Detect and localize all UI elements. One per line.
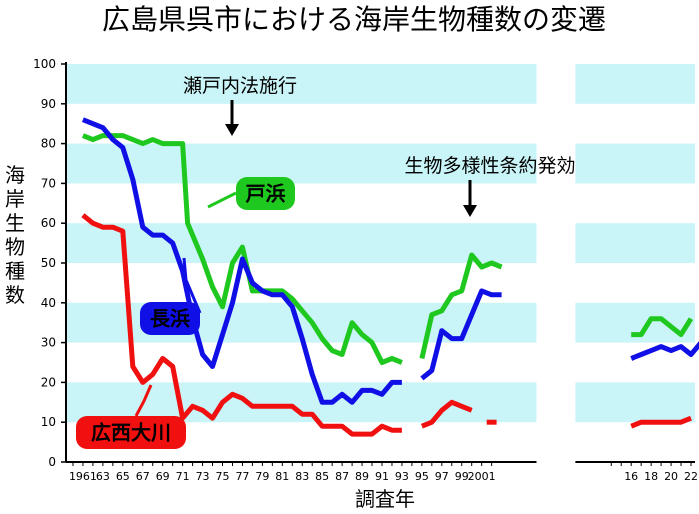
x-tick-label-1971: 71 xyxy=(176,470,190,483)
y-ticks: 0 10 20 30 40 50 60 70 80 90 100 xyxy=(33,57,66,469)
band-3 xyxy=(66,143,695,184)
band-2 xyxy=(66,223,695,263)
y-tick-label-30: 30 xyxy=(41,336,56,350)
y-axis-label-char: 海 xyxy=(5,163,25,187)
y-tick-label-20: 20 xyxy=(41,375,56,389)
y-tick-label-50: 50 xyxy=(41,256,56,270)
y-tick-label-0: 0 xyxy=(48,455,56,469)
legend-box-0 xyxy=(236,177,295,210)
y-tick-label-10: 10 xyxy=(41,415,56,429)
x-tick-label-1993: 93 xyxy=(395,470,409,483)
series-2-segment-3 xyxy=(630,415,692,429)
x-tick-label-1973: 73 xyxy=(196,470,210,483)
x-tick-label-2022: 22 xyxy=(684,470,698,483)
y-tick-label-100: 100 xyxy=(33,57,56,71)
series-0-segment-0 xyxy=(81,133,403,365)
y-axis-label-char: 数 xyxy=(5,283,25,307)
x-tick-label-1965: 65 xyxy=(116,470,130,483)
legend-label-0: 戸浜 xyxy=(246,182,286,206)
x-tick-label-2016: 16 xyxy=(624,470,638,483)
x-tick-label-1977: 77 xyxy=(235,470,249,483)
y-tick-label-40: 40 xyxy=(41,296,56,310)
series-1-segment-2 xyxy=(630,341,699,361)
x-tick-label-1963: 63 xyxy=(96,470,110,483)
y-tick-label-60: 60 xyxy=(41,216,56,230)
x-tick-label-2020: 20 xyxy=(664,470,678,483)
y-axis-label-char: 種 xyxy=(5,259,25,283)
y-axis-label-char: 生 xyxy=(5,211,25,235)
x-tick-label-1989: 89 xyxy=(355,470,369,483)
annotation-arrow-head-1 xyxy=(463,205,477,217)
x-tick-label-1987: 87 xyxy=(335,470,349,483)
x-axis-label: 調査年 xyxy=(355,487,415,511)
x-tick-label-1969: 69 xyxy=(156,470,170,483)
x-tick-label-1981: 81 xyxy=(275,470,289,483)
legend-callout-1 xyxy=(182,257,202,314)
x-tick-label-1985: 85 xyxy=(315,470,329,483)
x-tick-label-1991: 91 xyxy=(375,470,389,483)
x-tick-label-1975: 75 xyxy=(216,470,230,483)
series-1-segment-1 xyxy=(420,288,502,381)
legend-box-2 xyxy=(76,416,186,449)
series-1-segment-0 xyxy=(81,117,402,405)
y-tick-label-80: 80 xyxy=(41,137,56,151)
x-tick-label-2001: 2001 xyxy=(468,470,496,483)
x-tick-label-1999: 99 xyxy=(455,470,469,483)
legend-label-2: 広西大川 xyxy=(91,421,171,445)
legend-label-1: 長浜 xyxy=(150,307,190,331)
series-0-segment-1 xyxy=(419,252,503,360)
series-2-segment-0 xyxy=(81,213,402,437)
x-tick-label-2018: 18 xyxy=(644,470,658,483)
x-tick-label-1995: 95 xyxy=(415,470,429,483)
legend-callout-0 xyxy=(207,191,237,209)
legend-callout-2 xyxy=(134,384,153,417)
x-tick-label-1979: 79 xyxy=(255,470,269,483)
y-tick-label-90: 90 xyxy=(41,97,56,111)
series-lines xyxy=(81,117,699,437)
x-tick-label-1967: 67 xyxy=(136,470,150,483)
legend-box-1 xyxy=(140,302,200,335)
x-tick-label-1961: 1961 xyxy=(69,470,97,483)
annotation-arrow-head-0 xyxy=(225,124,239,136)
band-4 xyxy=(66,64,695,104)
axes xyxy=(65,62,695,463)
band-0 xyxy=(66,382,695,423)
x-tick-label-1983: 83 xyxy=(295,470,309,483)
axis-break xyxy=(536,64,576,466)
chart-title: 広島県呉市における海岸生物種数の変遷 xyxy=(102,3,606,36)
background-bands xyxy=(66,64,695,423)
y-axis-label-char: 物 xyxy=(5,235,25,259)
axis-gaps xyxy=(536,64,576,466)
y-axis-label: 海岸生物種数 xyxy=(5,163,25,307)
y-tick-label-70: 70 xyxy=(41,176,56,190)
annotation-text-0: 瀬戸内法施行 xyxy=(183,75,297,97)
x-tick-label-1997: 97 xyxy=(435,470,449,483)
annotation-text-1: 生物多様性条約発効 xyxy=(404,155,575,177)
series-0-segment-2 xyxy=(631,316,694,338)
y-axis-label-char: 岸 xyxy=(5,187,25,211)
series-2-segment-1 xyxy=(420,399,473,429)
legend-callout-lines xyxy=(134,191,237,417)
